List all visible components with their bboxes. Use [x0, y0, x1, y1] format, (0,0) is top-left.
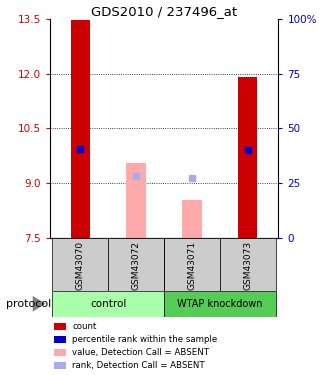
Polygon shape	[33, 296, 46, 312]
Text: GSM43072: GSM43072	[132, 241, 140, 290]
Title: GDS2010 / 237496_at: GDS2010 / 237496_at	[91, 4, 237, 18]
Bar	[126, 163, 146, 238]
Bar	[220, 238, 276, 291]
Bar	[70, 20, 90, 238]
Text: GSM43071: GSM43071	[188, 241, 196, 290]
Bar	[238, 77, 258, 238]
Text: control: control	[90, 299, 126, 309]
Bar	[164, 291, 276, 317]
Bar	[182, 200, 202, 238]
Text: count: count	[72, 322, 96, 331]
Bar	[52, 238, 108, 291]
Text: protocol: protocol	[6, 299, 52, 309]
Bar	[108, 238, 164, 291]
Bar	[52, 291, 164, 317]
Text: GSM43070: GSM43070	[76, 241, 85, 290]
Text: percentile rank within the sample: percentile rank within the sample	[72, 335, 217, 344]
Text: WTAP knockdown: WTAP knockdown	[177, 299, 262, 309]
Text: value, Detection Call = ABSENT: value, Detection Call = ABSENT	[72, 348, 209, 357]
Bar	[164, 238, 220, 291]
Text: rank, Detection Call = ABSENT: rank, Detection Call = ABSENT	[72, 361, 204, 370]
Text: GSM43073: GSM43073	[243, 241, 252, 290]
